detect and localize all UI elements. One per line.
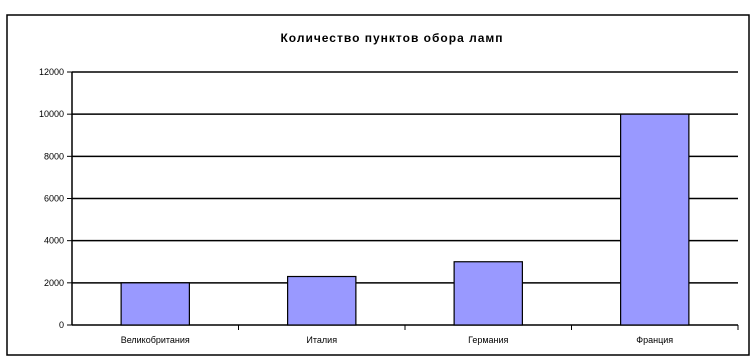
y-tick-label: 6000: [44, 194, 64, 204]
y-tick-label: 8000: [44, 151, 64, 161]
y-tick-label: 2000: [44, 278, 64, 288]
chart-border: [6, 14, 750, 356]
y-tick-label: 0: [59, 320, 64, 330]
x-category-label: Италия: [306, 335, 337, 345]
labels: 0 2000 4000 6000 8000 10000 12000 Великобритани…: [39, 67, 673, 345]
x-category-label: Франция: [636, 335, 673, 345]
bar-3: [620, 113, 690, 326]
y-tick-label: 12000: [39, 67, 64, 77]
bar-2: [453, 261, 523, 326]
y-tick-label: 4000: [44, 236, 64, 246]
bars: [120, 113, 690, 326]
chart-title: Количество пунктов обора ламп: [280, 31, 503, 45]
x-category-label: Германия: [468, 335, 508, 345]
y-tick-label: 10000: [39, 109, 64, 119]
bar-1: [287, 275, 357, 326]
x-category-label: Великобритания: [121, 335, 190, 345]
bar-0: [120, 282, 190, 326]
